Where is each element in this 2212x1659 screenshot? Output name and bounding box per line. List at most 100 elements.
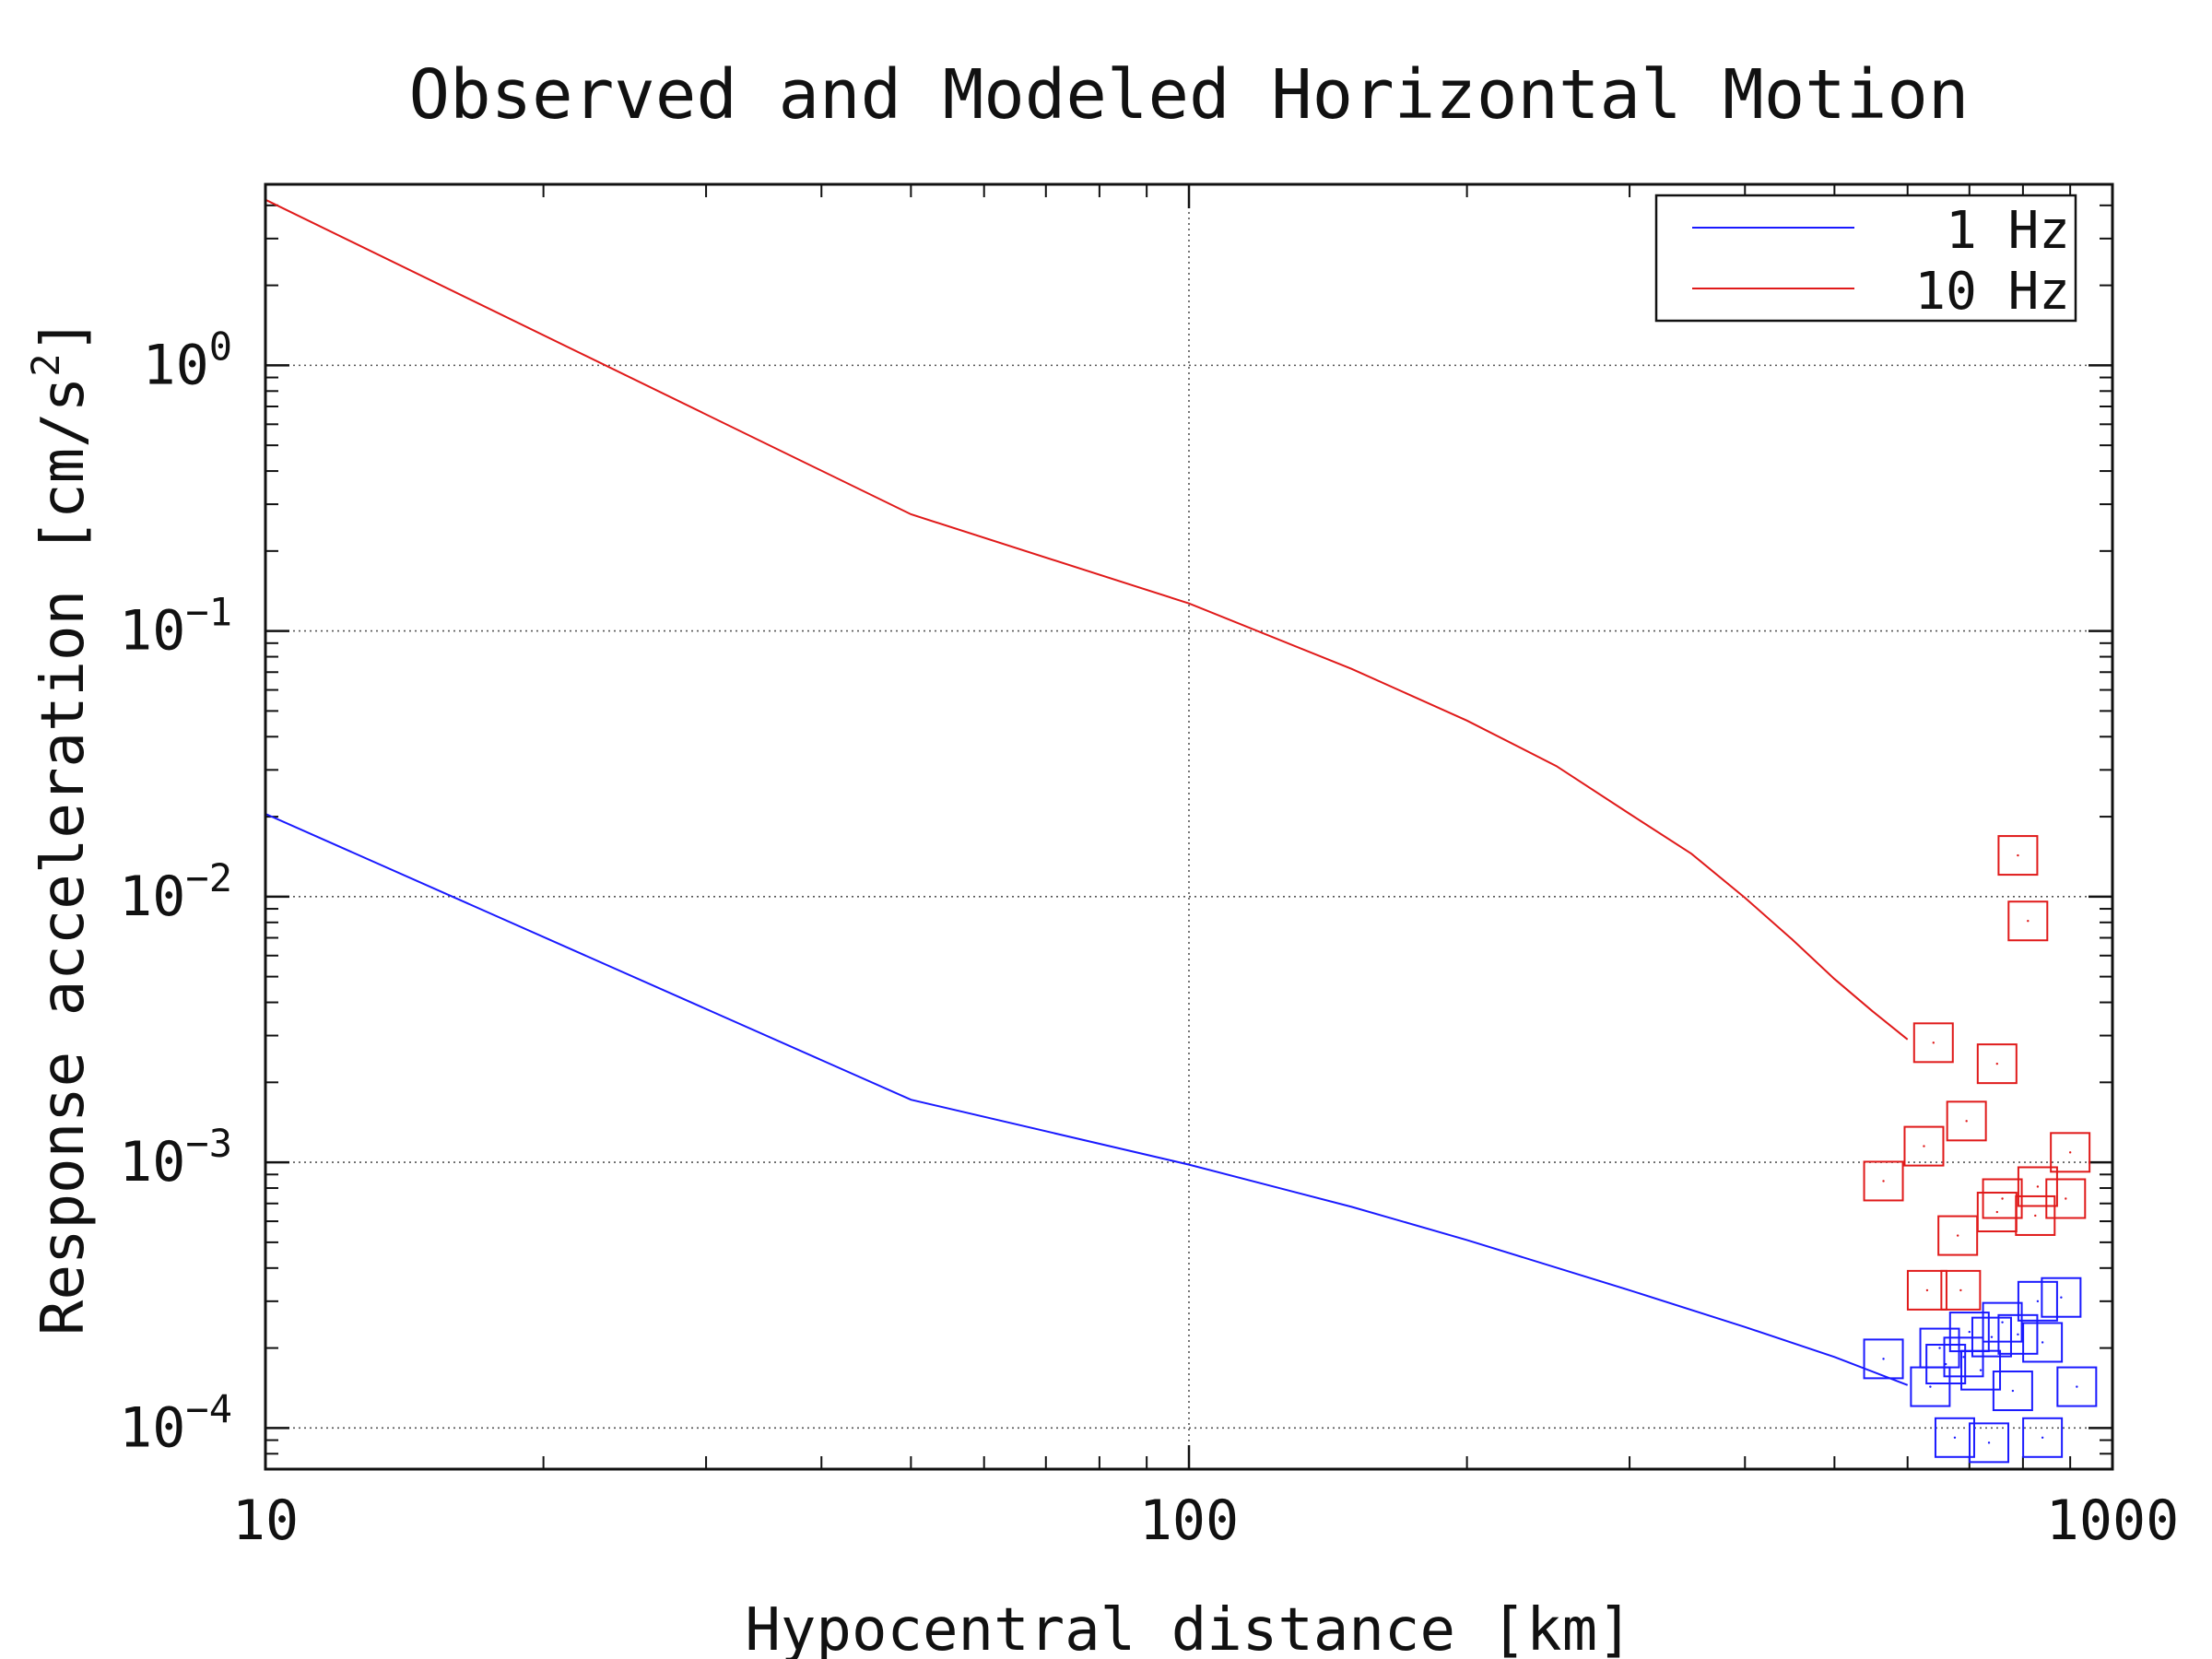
- observed-point-10hz: [1995, 1062, 1999, 1065]
- y-tick-label: 10−1: [119, 590, 232, 664]
- observed-point-1hz: [1929, 1385, 1932, 1388]
- observed-marker-10hz: [1997, 835, 2039, 877]
- observed-marker-1hz: [2056, 1366, 2098, 1407]
- observed-marker-10hz: [1976, 1043, 2018, 1085]
- y-axis-label-text: Response acceleration [cm/s: [29, 377, 98, 1335]
- y-tick-exponent: −1: [185, 590, 232, 635]
- observed-marker-1hz: [1925, 1344, 1967, 1385]
- observed-marker-10hz: [1937, 1215, 1979, 1256]
- observed-marker-1hz: [1960, 1349, 2002, 1391]
- series-line-10hz: [265, 198, 1909, 1041]
- observed-point-1hz: [1953, 1436, 1957, 1439]
- observed-point-10hz: [2068, 1151, 2072, 1154]
- y-tick-base: 10: [142, 333, 208, 397]
- observed-point-1hz: [1987, 1441, 1991, 1444]
- observed-marker-1hz: [2022, 1322, 2064, 1363]
- y-tick-base: 10: [119, 1130, 185, 1194]
- observed-point-1hz: [1882, 1358, 1885, 1360]
- observed-point-1hz: [2036, 1300, 2040, 1303]
- observed-marker-1hz: [2022, 1417, 2064, 1458]
- observed-point-10hz: [2065, 1197, 2067, 1200]
- observed-marker-10hz: [1906, 1269, 1947, 1311]
- observed-point-10hz: [1959, 1288, 1962, 1292]
- y-tick-label: 100: [142, 324, 232, 397]
- observed-marker-10hz: [1912, 1022, 1954, 1064]
- legend: 1 Hz 10 Hz: [1654, 194, 2077, 323]
- x-tick-label: 100: [1139, 1488, 1239, 1553]
- observed-point-10hz: [1965, 1120, 1968, 1123]
- y-tick-base: 10: [119, 865, 185, 929]
- observed-point-10hz: [1956, 1234, 1959, 1237]
- observed-point-10hz: [2034, 1214, 2037, 1218]
- observed-point-1hz: [1990, 1335, 1994, 1338]
- y-tick-base: 10: [119, 1395, 185, 1460]
- observed-marker-10hz: [2015, 1194, 2056, 1236]
- observed-marker-1hz: [2017, 1280, 2058, 1322]
- observed-point-1hz: [1962, 1356, 1965, 1359]
- y-axis-label-close: ]: [29, 318, 98, 354]
- legend-box: [1654, 194, 2077, 323]
- x-tick-label: 1000: [2046, 1488, 2180, 1553]
- x-tick-label: 10: [232, 1488, 299, 1553]
- observed-point-10hz: [1932, 1041, 1935, 1044]
- observed-point-1hz: [1938, 1347, 1941, 1349]
- observed-point-10hz: [2017, 853, 2019, 857]
- observed-marker-10hz: [1946, 1100, 1987, 1142]
- observed-marker-1hz: [1863, 1338, 1904, 1380]
- observed-marker-10hz: [2007, 900, 2049, 942]
- observed-marker-10hz: [2045, 1178, 2087, 1219]
- observed-point-10hz: [1923, 1145, 1925, 1147]
- y-axis-label: Response acceleration [cm/s2]: [23, 318, 98, 1335]
- observed-point-1hz: [2041, 1341, 2044, 1344]
- observed-marker-10hz: [2017, 1166, 2058, 1207]
- observed-point-1hz: [2001, 1321, 2004, 1324]
- observed-point-10hz: [2036, 1185, 2040, 1188]
- x-tick-labels: 10 100 1000: [232, 1488, 2179, 1553]
- series-line-1hz: [265, 813, 1909, 1386]
- observed-marker-10hz: [1903, 1125, 1945, 1167]
- observed-point-1hz: [1979, 1369, 1983, 1371]
- legend-label-10hz: 10 Hz: [1914, 262, 2070, 322]
- observed-point-10hz: [1925, 1288, 1929, 1292]
- observed-point-1hz: [2060, 1296, 2063, 1299]
- y-tick-exponent: 0: [209, 324, 232, 369]
- legend-label-1hz: 1 Hz: [1946, 201, 2070, 261]
- observed-point-1hz: [1968, 1330, 1971, 1334]
- y-tick-exponent: −2: [185, 855, 232, 900]
- y-tick-base: 10: [119, 599, 185, 664]
- observed-point-1hz: [2041, 1436, 2044, 1439]
- observed-markers: [1863, 835, 2098, 1464]
- observed-point-1hz: [2017, 1333, 2019, 1336]
- observed-marker-10hz: [1863, 1160, 1904, 1202]
- observed-marker-1hz: [1943, 1336, 1984, 1378]
- observed-point-1hz: [2011, 1389, 2015, 1393]
- observed-marker-1hz: [1919, 1327, 1960, 1369]
- grid-lines: [265, 184, 2112, 1469]
- observed-marker-10hz: [2050, 1132, 2091, 1173]
- observed-marker-1hz: [1934, 1417, 1975, 1458]
- observed-point-1hz: [2076, 1385, 2078, 1388]
- chart-title: Observed and Modeled Horizontal Motion: [409, 55, 1970, 135]
- observed-point-1hz: [1944, 1362, 1947, 1366]
- x-axis-label: Hypocentral distance [km]: [745, 1596, 1632, 1659]
- observed-marker-1hz: [1982, 1301, 2023, 1343]
- y-tick-exponent: −3: [185, 1121, 232, 1166]
- y-tick-label: 10−2: [119, 855, 232, 929]
- observed-marker-10hz: [1982, 1178, 2023, 1219]
- observed-marker-1hz: [2041, 1277, 2082, 1318]
- observed-point-10hz: [1995, 1210, 1999, 1214]
- observed-point-10hz: [1882, 1180, 1885, 1182]
- observed-point-10hz: [2027, 920, 2030, 923]
- observed-marker-1hz: [1992, 1371, 2033, 1412]
- y-tick-label: 10−4: [119, 1386, 232, 1460]
- observed-marker-10hz: [1940, 1269, 1982, 1311]
- y-tick-exponent: −4: [185, 1386, 232, 1431]
- observed-marker-1hz: [1969, 1422, 2010, 1464]
- plot-frame: [264, 182, 2114, 1471]
- series-lines: [265, 198, 1909, 1386]
- y-tick-label: 10−3: [119, 1121, 232, 1194]
- y-axis-label-exponent: 2: [23, 353, 68, 376]
- observed-point-10hz: [2001, 1197, 2004, 1200]
